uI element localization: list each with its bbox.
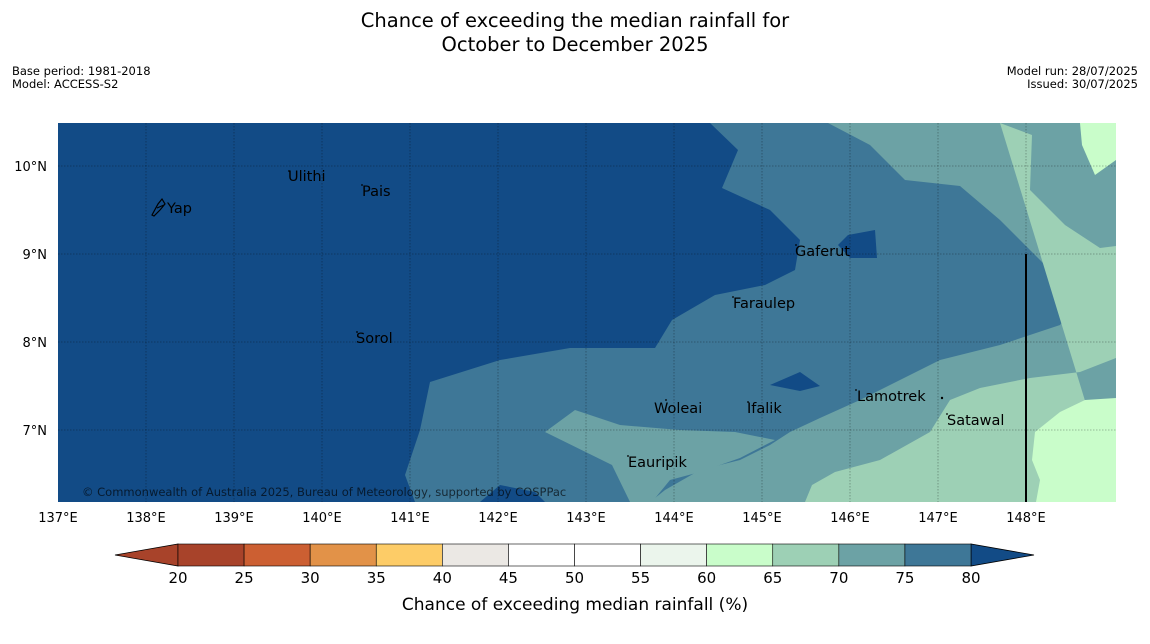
colorbar-tick-label: 20 bbox=[168, 569, 187, 587]
place-faraulep: Faraulep bbox=[733, 296, 795, 312]
copyright-notice: © Commonwealth of Australia 2025, Bureau… bbox=[82, 485, 566, 499]
graticule bbox=[58, 123, 1116, 502]
band-80-pocket-3 bbox=[480, 485, 545, 502]
colorbar-extend-high bbox=[970, 543, 1035, 567]
colorbar-extend-low bbox=[114, 543, 179, 567]
colorbar-label: Chance of exceeding median rainfall (%) bbox=[402, 595, 748, 615]
band-70-75-south bbox=[545, 410, 775, 502]
meta-info-left: Base period: 1981-2018 Model: ACCESS-S2 bbox=[12, 65, 151, 91]
colorbar-tick-label: 65 bbox=[763, 569, 782, 587]
lon-label: 143°E bbox=[566, 511, 606, 526]
island-dots bbox=[288, 170, 948, 457]
title-line-2: October to December 2025 bbox=[441, 33, 709, 56]
place-yap: Yap bbox=[166, 201, 192, 217]
band-60-65-south bbox=[1032, 398, 1116, 502]
colorbar-tick-label: 45 bbox=[499, 569, 518, 587]
band-80-pocket-2 bbox=[770, 372, 820, 391]
place-sorol: Sorol bbox=[356, 331, 393, 347]
lat-label: 7°N bbox=[23, 424, 48, 439]
colorbar-tick-label: 35 bbox=[367, 569, 386, 587]
colorbar-tick-label: 30 bbox=[301, 569, 320, 587]
lon-label: 140°E bbox=[302, 511, 342, 526]
colorbar-swatch bbox=[574, 543, 641, 567]
lon-label: 144°E bbox=[654, 511, 694, 526]
band-65-70 bbox=[805, 123, 1116, 502]
lon-label: 139°E bbox=[214, 511, 254, 526]
colorbar-tick-label: 50 bbox=[565, 569, 584, 587]
lon-label: 137°E bbox=[38, 511, 78, 526]
yap-island-icon bbox=[151, 197, 166, 217]
lon-label: 141°E bbox=[390, 511, 430, 526]
issued-date: Issued: 30/07/2025 bbox=[1027, 77, 1138, 91]
colorbar-swatch bbox=[838, 543, 906, 567]
lon-label: 138°E bbox=[126, 511, 166, 526]
place-ulithi: Ulithi bbox=[288, 169, 326, 185]
colorbar-swatch bbox=[508, 543, 575, 567]
place-pais: Pais bbox=[362, 184, 391, 200]
colorbar-swatches bbox=[177, 543, 972, 567]
lon-label: 148°E bbox=[1006, 511, 1046, 526]
map-area: Ulithi Pais Yap Gaferut Faraulep Sorol W… bbox=[58, 123, 1116, 502]
model-run: Model run: 28/07/2025 bbox=[1006, 64, 1138, 78]
band-80-pocket-1 bbox=[838, 230, 877, 258]
lat-axis-labels: 10°N 9°N 8°N 7°N bbox=[14, 160, 47, 439]
colorbar-tick-label: 60 bbox=[697, 569, 716, 587]
lon-label: 147°E bbox=[918, 511, 958, 526]
place-satawal: Satawal bbox=[947, 413, 1004, 429]
colorbar-tick-label: 55 bbox=[631, 569, 650, 587]
colorbar-swatch bbox=[309, 543, 377, 567]
colorbar: 20 25 30 35 40 45 50 55 60 65 70 75 80 Chance of exc… bbox=[114, 543, 1035, 615]
colorbar-tick-label: 25 bbox=[235, 569, 254, 587]
place-eauripik: Eauripik bbox=[628, 455, 687, 471]
colorbar-swatch bbox=[706, 543, 774, 567]
base-period: Base period: 1981-2018 bbox=[12, 64, 151, 78]
lon-axis-labels: 137°E 138°E 139°E 140°E 141°E 142°E 143°… bbox=[38, 511, 1046, 526]
colorbar-swatch bbox=[904, 543, 972, 567]
lat-label: 8°N bbox=[23, 336, 48, 351]
lat-label: 9°N bbox=[23, 248, 48, 263]
lon-label: 142°E bbox=[478, 511, 518, 526]
place-lamotrek: Lamotrek bbox=[857, 389, 926, 405]
lon-label: 145°E bbox=[742, 511, 782, 526]
colorbar-swatch bbox=[772, 543, 840, 567]
place-ifalik: Ifalik bbox=[747, 401, 782, 417]
colorbar-swatch bbox=[375, 543, 443, 567]
place-gaferut: Gaferut bbox=[795, 244, 850, 260]
model-name: Model: ACCESS-S2 bbox=[12, 77, 119, 91]
title-line-1: Chance of exceeding the median rainfall … bbox=[360, 9, 790, 32]
lon-label: 146°E bbox=[830, 511, 870, 526]
colorbar-swatch bbox=[442, 543, 509, 567]
lat-label: 10°N bbox=[14, 160, 47, 175]
colorbar-tick-label: 75 bbox=[895, 569, 914, 587]
colorbar-tick-label: 80 bbox=[961, 569, 980, 587]
colorbar-swatch bbox=[243, 543, 311, 567]
colorbar-tick-label: 70 bbox=[829, 569, 848, 587]
colorbar-tick-label: 40 bbox=[433, 569, 452, 587]
place-woleai: Woleai bbox=[654, 401, 702, 417]
chart-title: Chance of exceeding the median rainfall … bbox=[0, 9, 1150, 57]
band-60-65-north bbox=[1080, 123, 1116, 175]
colorbar-swatch bbox=[640, 543, 707, 567]
meta-info-right: Model run: 28/07/2025 Issued: 30/07/2025 bbox=[1007, 65, 1138, 91]
colorbar-ticks: 20 25 30 35 40 45 50 55 60 65 70 75 80 bbox=[168, 569, 980, 587]
colorbar-swatch bbox=[177, 543, 245, 567]
